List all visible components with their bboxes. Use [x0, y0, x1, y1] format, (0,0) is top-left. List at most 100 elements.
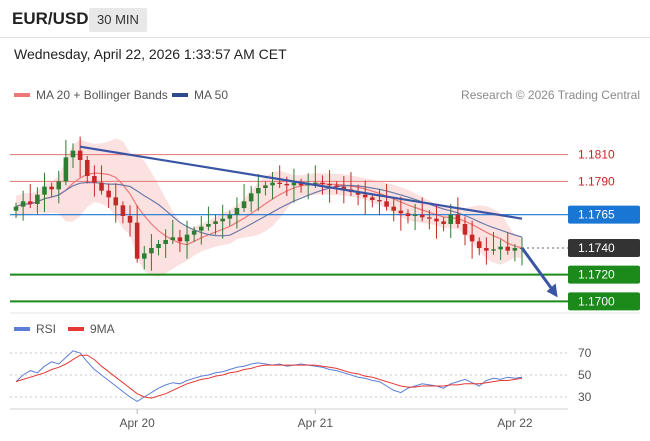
candle-body	[27, 201, 33, 204]
candle-body	[370, 197, 375, 200]
pivot-tag	[568, 205, 640, 224]
level-tags: 1.1810 1.1790 1.1765 1.1740 1.1720 1.1700	[568, 148, 640, 311]
resistance-label: 1.1810	[578, 148, 615, 162]
legend-label-rsi: RSI	[36, 322, 56, 336]
trendline	[79, 145, 558, 298]
candle-body	[77, 150, 83, 160]
candle-body	[298, 182, 304, 186]
candle-body	[362, 194, 368, 198]
candle-body	[70, 150, 76, 158]
candle-body	[355, 192, 361, 195]
candle-body	[206, 224, 211, 227]
candle-body	[441, 221, 446, 224]
pivot-label: 1.1765	[578, 208, 615, 222]
candle-body	[277, 182, 282, 184]
rsi-panel: 70 50 30	[10, 346, 592, 404]
candle-body	[270, 182, 275, 186]
candle-body	[291, 182, 297, 186]
candle-body	[313, 182, 318, 184]
candle-body	[120, 205, 126, 216]
candle-body	[227, 214, 233, 219]
timeframe-button[interactable]: 30 MIN	[89, 8, 147, 32]
candle-body	[419, 214, 425, 218]
legend-label-bollinger: MA 20 + Bollinger Bands	[36, 88, 168, 102]
header-divider	[0, 37, 650, 38]
candle-body	[284, 184, 290, 186]
candle-body	[156, 244, 161, 248]
candle-body	[149, 248, 154, 254]
legend-swatch-ma50	[172, 93, 188, 97]
candle-body	[476, 241, 482, 248]
time-tick-label: Apr 20	[119, 416, 155, 430]
last-price-tag	[568, 239, 640, 257]
legend-swatch-9ma	[68, 327, 84, 331]
candle-body	[327, 184, 332, 186]
support-label: 1.1720	[578, 268, 615, 282]
candle-body	[106, 190, 111, 198]
candle-body	[142, 253, 147, 259]
candle-body	[13, 206, 19, 211]
candle-body	[113, 197, 119, 206]
candle-body	[491, 249, 496, 251]
candle-body	[263, 185, 268, 188]
candle-body	[134, 222, 140, 259]
candle-body	[84, 160, 90, 176]
candle-body	[484, 248, 489, 251]
candle-body	[234, 208, 240, 215]
support-tag	[568, 292, 640, 311]
candle-body	[377, 200, 382, 202]
candle-body	[405, 213, 411, 216]
candle-body	[127, 216, 133, 223]
bollinger-band-area	[16, 138, 522, 277]
candle-body	[163, 240, 168, 244]
candle-body	[398, 210, 404, 214]
candle-body	[63, 157, 69, 182]
candle-body	[49, 186, 54, 190]
rsi-tick-label: 30	[578, 390, 592, 404]
legend-swatch-bollinger	[14, 93, 30, 97]
candle-body	[512, 248, 518, 251]
projection-arrow-shaft	[520, 247, 555, 293]
projection-arrow-head	[546, 283, 558, 298]
legend-label-ma50: MA 50	[194, 88, 228, 102]
rsi-tick-label: 50	[578, 368, 592, 382]
time-axis: Apr 20 Apr 21 Apr 22	[10, 408, 568, 430]
candle-body	[498, 246, 503, 250]
candle-body	[448, 214, 454, 224]
bollinger-bands	[16, 138, 522, 277]
research-credit: Research © 2026 Trading Central	[461, 88, 640, 102]
candle-body	[177, 237, 183, 242]
chart-datetime: Wednesday, April 22, 2026 1:33:57 AM CET	[14, 46, 287, 62]
candle-body	[35, 194, 40, 204]
candle-body	[462, 224, 468, 235]
candle-body	[391, 206, 396, 211]
candle-body	[42, 186, 47, 195]
support-tag	[568, 265, 640, 284]
legend-swatch-rsi	[14, 327, 30, 331]
candle-body	[213, 221, 218, 224]
candle-body	[256, 188, 261, 194]
candle-body	[220, 218, 225, 222]
candle-body	[455, 214, 461, 224]
candle-body	[170, 237, 176, 240]
candle-body	[434, 218, 439, 222]
candle-body	[184, 234, 190, 242]
rsi-ma-line	[15, 354, 523, 399]
legend-label-9ma: 9MA	[90, 322, 115, 336]
candle-body	[241, 201, 247, 208]
candle-body	[412, 214, 418, 216]
resistance-trendline	[79, 145, 523, 220]
candle-body	[191, 230, 197, 235]
candle-body	[341, 186, 347, 190]
support-label: 1.1700	[578, 294, 615, 308]
candle-body	[427, 217, 432, 219]
candle-body	[92, 176, 97, 183]
time-tick-label: Apr 22	[497, 416, 533, 430]
candlesticks	[13, 136, 525, 271]
candle-body	[384, 201, 389, 207]
symbol-title: EUR/USD	[12, 9, 89, 28]
resistance-label: 1.1790	[578, 174, 615, 188]
candle-body	[469, 234, 475, 242]
candle-body	[320, 182, 325, 184]
